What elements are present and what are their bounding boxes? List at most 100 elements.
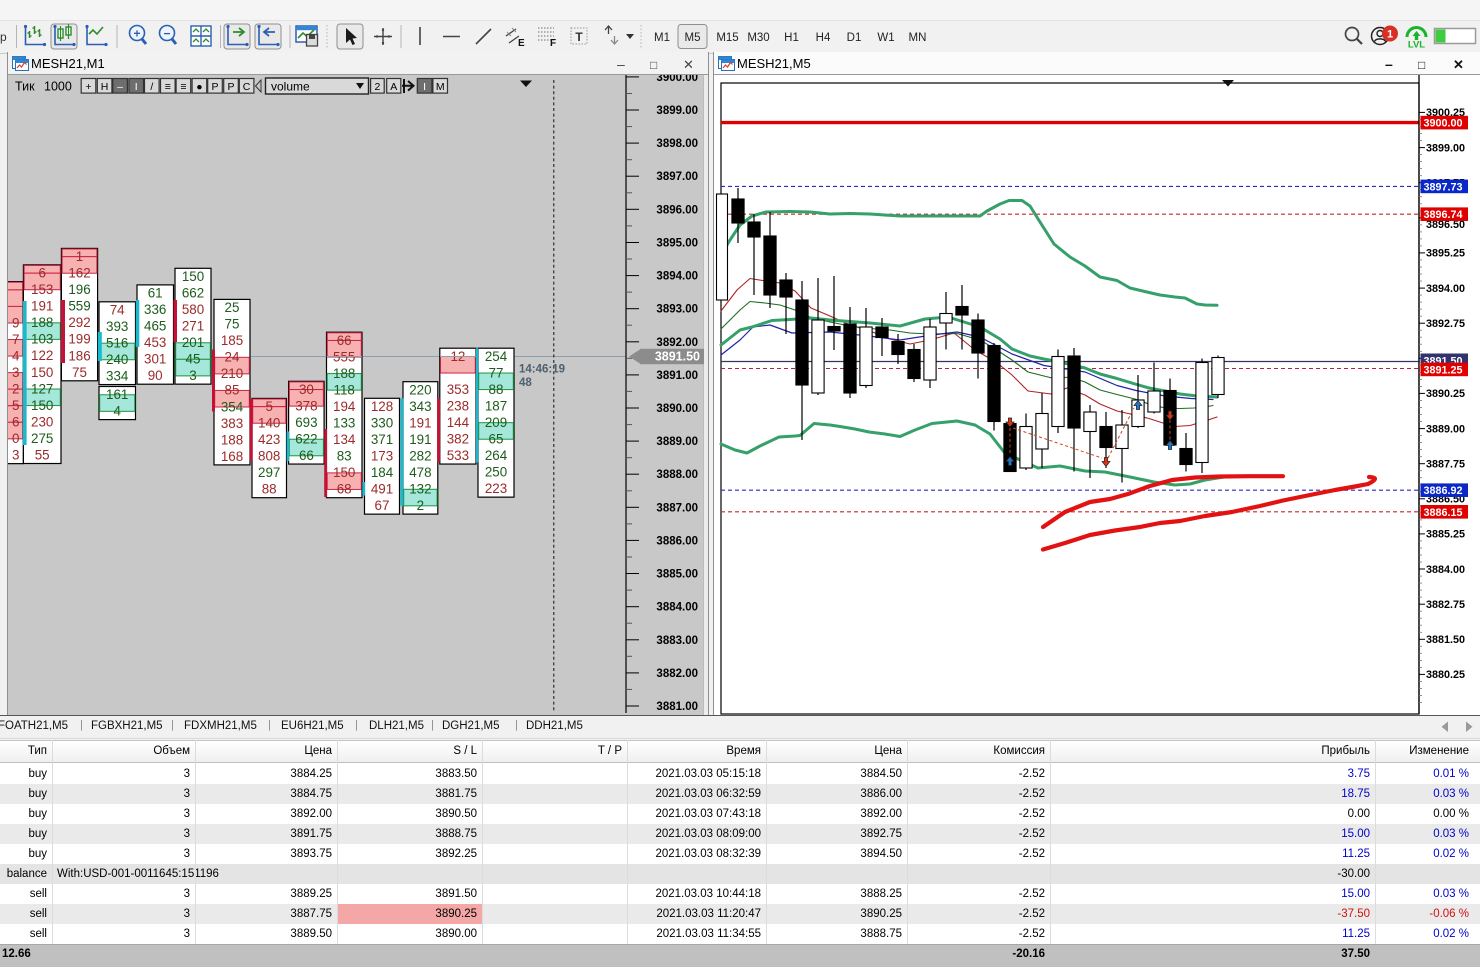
svg-text:230: 230 bbox=[31, 414, 53, 429]
svg-text:334: 334 bbox=[106, 369, 129, 384]
svg-text:3881.50: 3881.50 bbox=[1426, 634, 1465, 646]
svg-text:336: 336 bbox=[144, 302, 166, 317]
svg-text:3894.00: 3894.00 bbox=[1426, 283, 1465, 295]
svg-text:3882.75: 3882.75 bbox=[1426, 599, 1465, 611]
svg-text:65: 65 bbox=[489, 432, 504, 447]
svg-text:275: 275 bbox=[31, 431, 53, 446]
svg-text:3896.00: 3896.00 bbox=[656, 204, 698, 216]
svg-text:3892.00: 3892.00 bbox=[656, 337, 698, 349]
svg-text:133: 133 bbox=[333, 416, 355, 431]
svg-text:453: 453 bbox=[144, 335, 166, 350]
svg-text:77: 77 bbox=[489, 365, 504, 380]
svg-text:3892.75: 3892.75 bbox=[1426, 318, 1465, 330]
svg-text:354: 354 bbox=[221, 399, 244, 414]
svg-text:LVL: LVL bbox=[1408, 40, 1425, 51]
svg-text:25: 25 bbox=[225, 300, 240, 315]
svg-text:61: 61 bbox=[148, 285, 163, 300]
svg-text:3899.00: 3899.00 bbox=[1426, 142, 1465, 154]
svg-text:301: 301 bbox=[144, 352, 166, 367]
svg-text:3899.00: 3899.00 bbox=[656, 105, 698, 117]
svg-text:3896.50: 3896.50 bbox=[1426, 219, 1465, 231]
svg-text:223: 223 bbox=[485, 481, 507, 496]
svg-text:3897.00: 3897.00 bbox=[656, 171, 698, 183]
svg-text:559: 559 bbox=[68, 299, 90, 314]
svg-text:150: 150 bbox=[182, 269, 204, 284]
svg-text:volume: volume bbox=[271, 80, 310, 94]
svg-text:378: 378 bbox=[295, 398, 317, 413]
svg-text:45: 45 bbox=[186, 352, 201, 367]
svg-text:168: 168 bbox=[221, 449, 243, 464]
svg-text:●: ● bbox=[196, 81, 202, 93]
svg-text:3886.00: 3886.00 bbox=[656, 535, 698, 547]
svg-text:88: 88 bbox=[262, 482, 277, 497]
svg-text:191: 191 bbox=[409, 415, 431, 430]
svg-text:103: 103 bbox=[31, 332, 53, 347]
svg-text:83: 83 bbox=[337, 449, 352, 464]
svg-text:423: 423 bbox=[258, 432, 280, 447]
svg-text:4: 4 bbox=[12, 348, 20, 363]
svg-text:199: 199 bbox=[68, 332, 90, 347]
svg-text:393: 393 bbox=[106, 319, 128, 334]
svg-text:D1: D1 bbox=[847, 32, 862, 44]
svg-text:M30: M30 bbox=[747, 32, 769, 44]
svg-text:173: 173 bbox=[371, 449, 393, 464]
svg-text:185: 185 bbox=[221, 333, 243, 348]
svg-text:3898.00: 3898.00 bbox=[656, 138, 698, 150]
svg-text:75: 75 bbox=[72, 365, 87, 380]
svg-text:3887.75: 3887.75 bbox=[1426, 459, 1465, 471]
svg-text:188: 188 bbox=[333, 366, 355, 381]
svg-text:297: 297 bbox=[258, 465, 280, 480]
svg-text:150: 150 bbox=[333, 465, 355, 480]
svg-text:4: 4 bbox=[113, 404, 121, 419]
svg-text:+: + bbox=[133, 27, 140, 41]
svg-text:74: 74 bbox=[110, 302, 125, 317]
svg-text:1: 1 bbox=[1387, 29, 1393, 41]
svg-text:209: 209 bbox=[485, 415, 507, 430]
svg-text:P: P bbox=[227, 81, 234, 93]
svg-text:3888.00: 3888.00 bbox=[656, 469, 698, 481]
svg-text:191: 191 bbox=[409, 432, 431, 447]
svg-text:−: − bbox=[163, 27, 170, 41]
svg-text:3889.00: 3889.00 bbox=[656, 436, 698, 448]
svg-text:271: 271 bbox=[182, 319, 204, 334]
svg-text:516: 516 bbox=[106, 335, 128, 350]
svg-text:A: A bbox=[390, 81, 397, 93]
svg-text:9: 9 bbox=[12, 315, 19, 330]
svg-text:254: 254 bbox=[485, 349, 508, 364]
svg-text:+: + bbox=[85, 81, 91, 93]
svg-text:3885.00: 3885.00 bbox=[656, 569, 698, 581]
svg-text:F: F bbox=[550, 38, 556, 49]
svg-text:3894.00: 3894.00 bbox=[656, 271, 698, 283]
svg-text:3887.00: 3887.00 bbox=[656, 502, 698, 514]
svg-text:343: 343 bbox=[409, 399, 431, 414]
svg-text:3897.73: 3897.73 bbox=[1424, 181, 1463, 193]
svg-text:3889.00: 3889.00 bbox=[1426, 423, 1465, 435]
svg-text:161: 161 bbox=[106, 387, 128, 402]
svg-text:282: 282 bbox=[409, 448, 431, 463]
svg-text:371: 371 bbox=[371, 432, 393, 447]
svg-text:187: 187 bbox=[485, 398, 507, 413]
svg-text:3895.00: 3895.00 bbox=[656, 238, 698, 250]
svg-text:85: 85 bbox=[225, 383, 240, 398]
svg-text:2: 2 bbox=[12, 381, 19, 396]
svg-text:6: 6 bbox=[12, 415, 19, 430]
svg-text:P: P bbox=[211, 81, 218, 93]
svg-text:238: 238 bbox=[447, 398, 469, 413]
svg-text:330: 330 bbox=[371, 415, 393, 430]
svg-text:3893.00: 3893.00 bbox=[656, 304, 698, 316]
svg-text:E: E bbox=[518, 38, 525, 49]
svg-text:66: 66 bbox=[299, 448, 314, 463]
svg-text:150: 150 bbox=[31, 365, 53, 380]
svg-text:127: 127 bbox=[31, 381, 53, 396]
svg-text:188: 188 bbox=[31, 315, 53, 330]
svg-text:353: 353 bbox=[447, 382, 469, 397]
svg-text:M1: M1 bbox=[654, 32, 670, 44]
svg-text:1000: 1000 bbox=[44, 80, 72, 94]
svg-text:132: 132 bbox=[409, 482, 431, 497]
svg-text:5: 5 bbox=[265, 399, 272, 414]
svg-text:5: 5 bbox=[12, 398, 19, 413]
svg-text:66: 66 bbox=[337, 333, 352, 348]
svg-text:90: 90 bbox=[148, 368, 163, 383]
svg-text:M15: M15 bbox=[716, 32, 738, 44]
svg-text:p: p bbox=[0, 30, 7, 44]
